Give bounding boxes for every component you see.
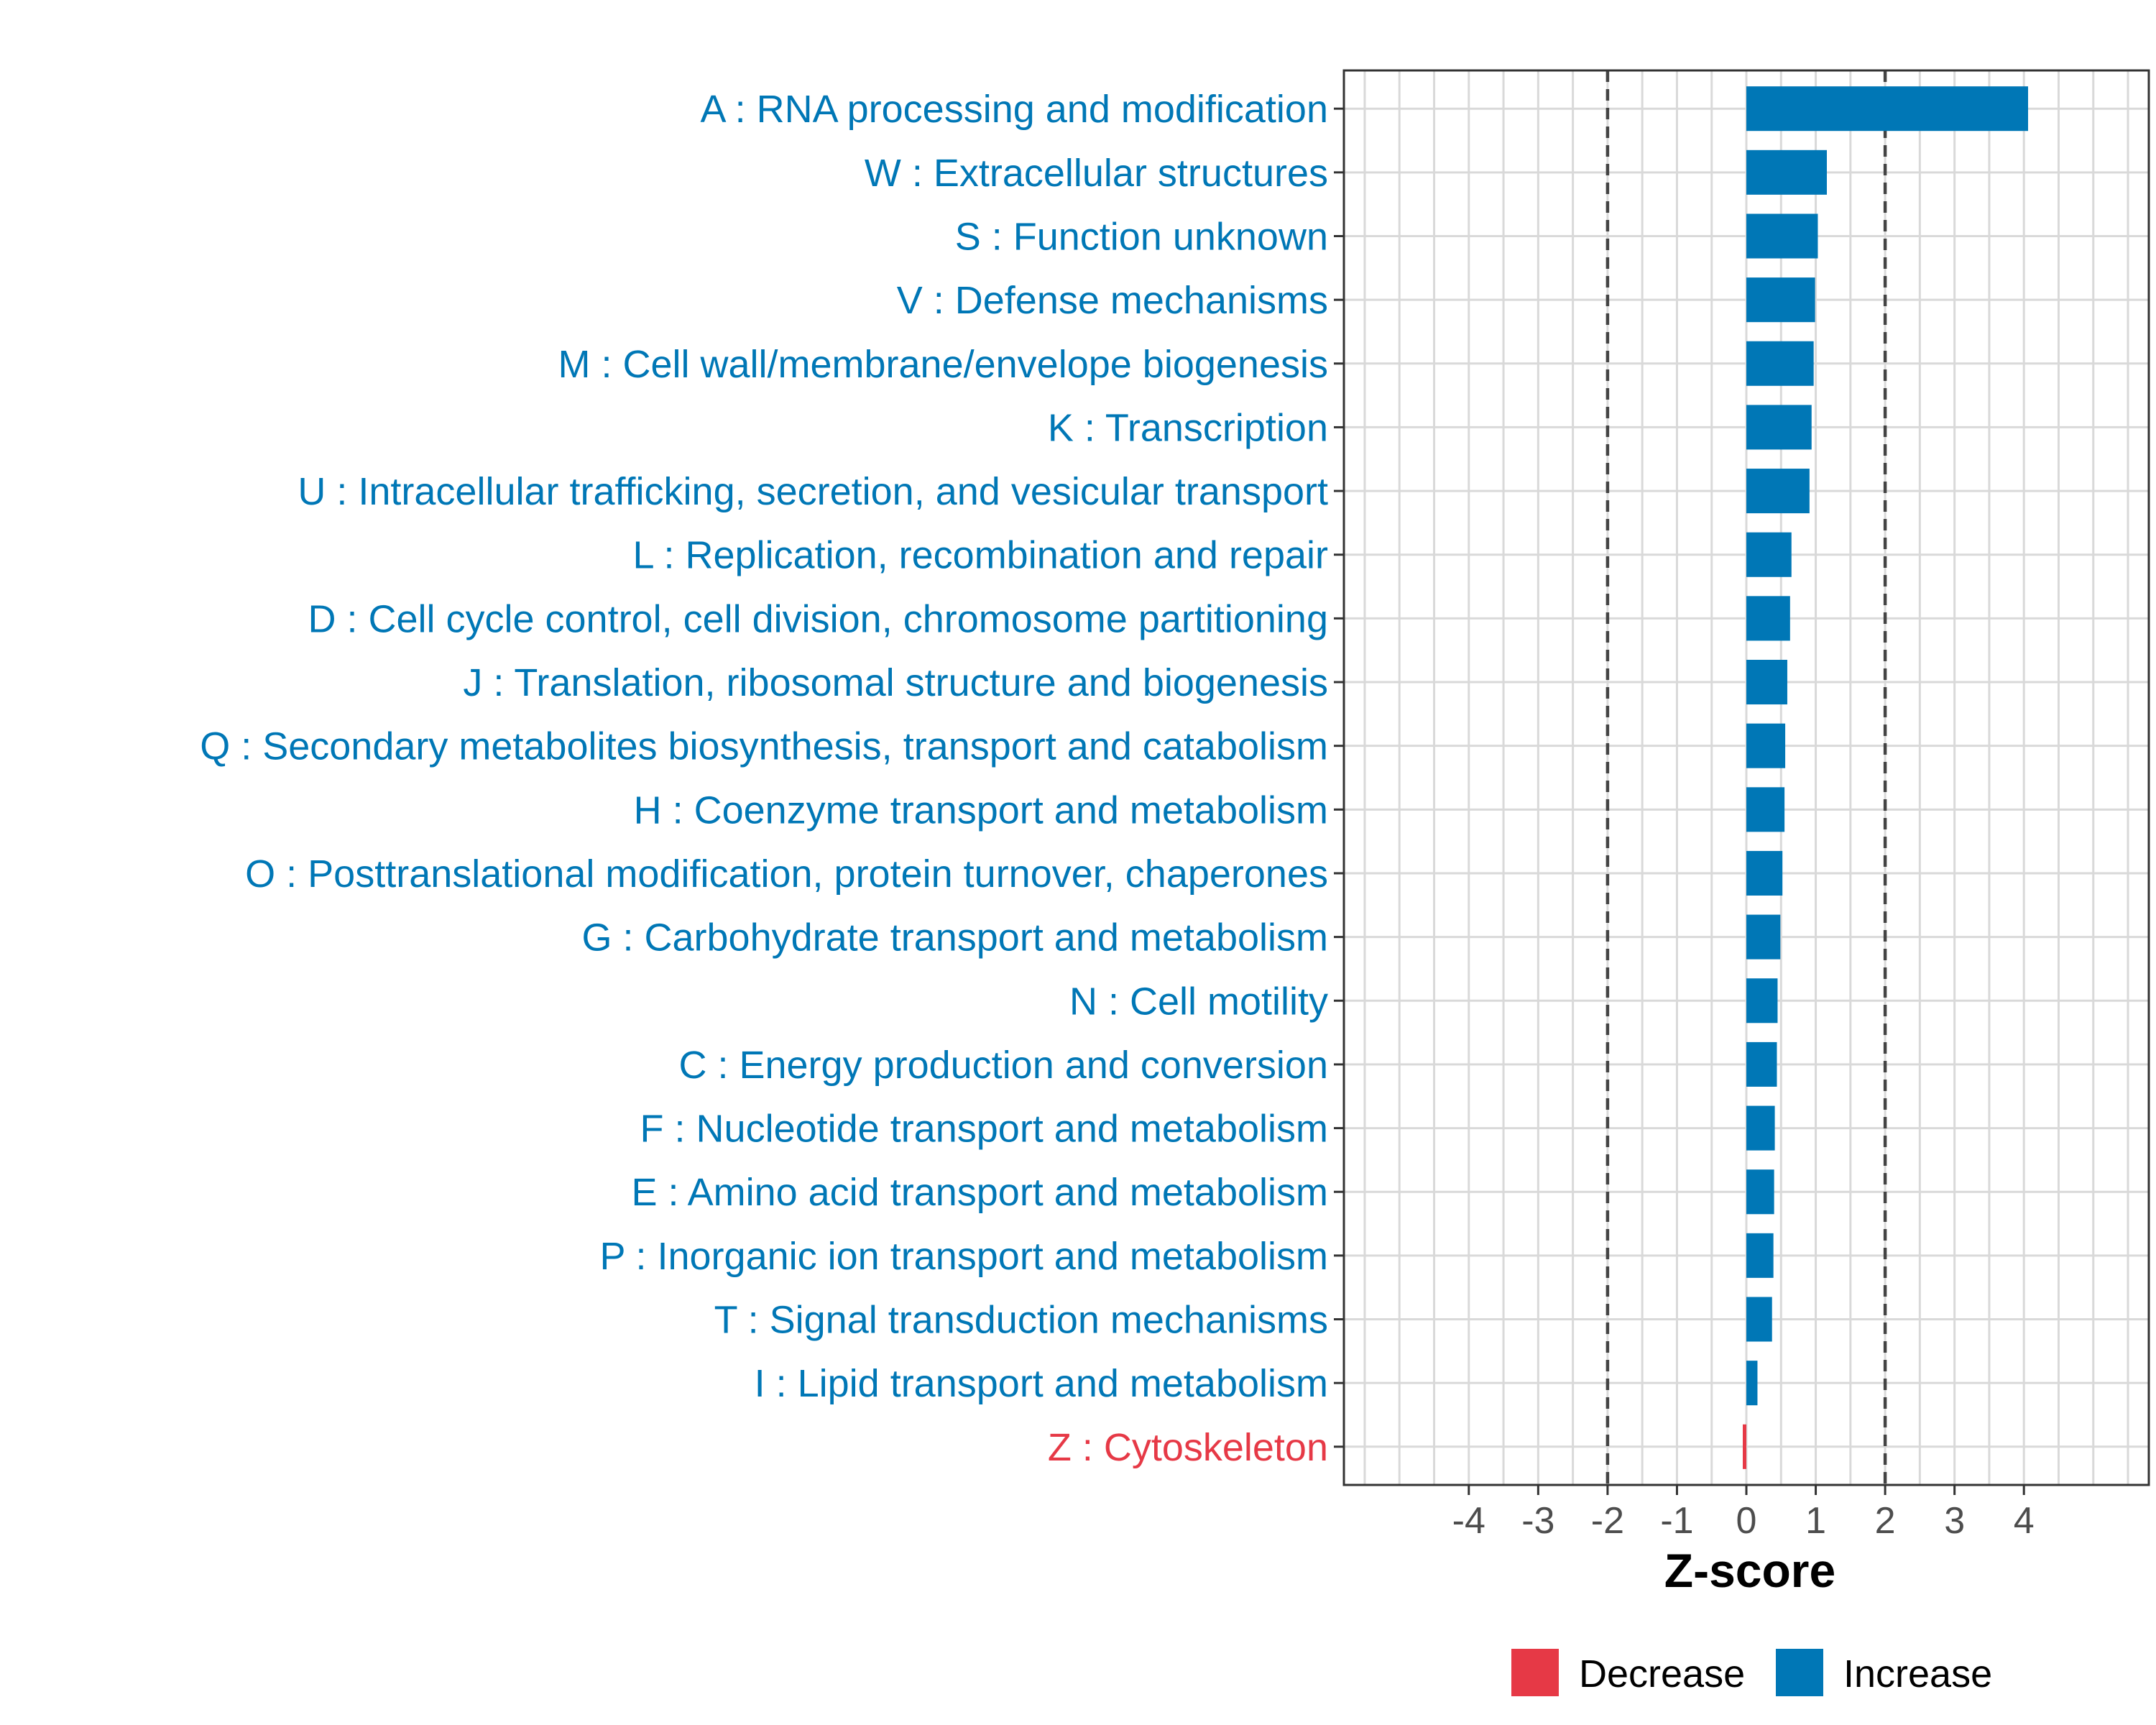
bar bbox=[1746, 277, 1815, 323]
category-label: C : Energy production and conversion bbox=[678, 1044, 1328, 1087]
bar bbox=[1746, 213, 1818, 259]
category-label: A : RNA processing and modification bbox=[701, 88, 1328, 131]
x-ticks bbox=[1468, 1485, 2025, 1495]
category-label: T : Signal transduction mechanisms bbox=[714, 1299, 1328, 1342]
category-label: H : Coenzyme transport and metabolism bbox=[634, 788, 1328, 832]
legend-swatch-increase bbox=[1776, 1649, 1823, 1696]
category-label: P : Inorganic ion transport and metaboli… bbox=[599, 1235, 1328, 1278]
x-tick-label: 4 bbox=[2014, 1500, 2035, 1542]
x-tick-labels: -4 -3 -2 -1 0 1 2 3 4 bbox=[1452, 1500, 2035, 1542]
x-tick-label: 2 bbox=[1875, 1500, 1896, 1542]
category-label: V : Defense mechanisms bbox=[897, 279, 1328, 322]
category-label: O : Posttranslational modification, prot… bbox=[245, 852, 1328, 896]
bars bbox=[1743, 86, 2028, 1469]
category-label: I : Lipid transport and metabolism bbox=[755, 1362, 1328, 1405]
x-tick-label: 1 bbox=[1805, 1500, 1826, 1542]
category-label: S : Function unknown bbox=[955, 215, 1328, 258]
category-label: Q : Secondary metabolites biosynthesis, … bbox=[200, 725, 1328, 768]
category-label: G : Carbohydrate transport and metabolis… bbox=[582, 916, 1329, 960]
category-label: U : Intracellular trafficking, secretion… bbox=[298, 470, 1328, 513]
category-label: J : Translation, ribosomal structure and… bbox=[463, 661, 1328, 704]
bar bbox=[1746, 914, 1781, 960]
category-label: M : Cell wall/membrane/envelope biogenes… bbox=[558, 343, 1328, 386]
grid-lines bbox=[1344, 70, 2149, 1485]
x-tick-label: -3 bbox=[1521, 1500, 1554, 1542]
bar bbox=[1746, 469, 1810, 514]
bar bbox=[1743, 1424, 1746, 1469]
category-labels: A : RNA processing and modification W : E… bbox=[200, 88, 1328, 1469]
bar bbox=[1746, 86, 2028, 132]
bar bbox=[1746, 850, 1783, 896]
bar bbox=[1746, 1041, 1777, 1087]
bar bbox=[1746, 787, 1785, 832]
bar bbox=[1746, 150, 1827, 195]
bar bbox=[1746, 1105, 1775, 1151]
bar bbox=[1746, 532, 1792, 577]
category-label: L : Replication, recombination and repai… bbox=[632, 534, 1328, 577]
threshold-lines bbox=[1606, 70, 1887, 1485]
category-label: D : Cell cycle control, cell division, c… bbox=[308, 597, 1328, 640]
bar bbox=[1746, 660, 1787, 705]
x-axis-title: Z-score bbox=[1664, 1544, 1835, 1597]
category-label: K : Transcription bbox=[1048, 406, 1328, 449]
y-ticks bbox=[1334, 107, 1344, 1448]
x-tick-label: 3 bbox=[1944, 1500, 1965, 1542]
bar bbox=[1746, 405, 1812, 450]
x-tick-label: -1 bbox=[1660, 1500, 1693, 1542]
x-tick-label: -2 bbox=[1591, 1500, 1624, 1542]
bar bbox=[1746, 596, 1790, 641]
legend: Decrease Increase bbox=[1511, 1649, 1992, 1696]
category-label: F : Nucleotide transport and metabolism bbox=[640, 1108, 1328, 1151]
x-tick-label: -4 bbox=[1452, 1500, 1485, 1542]
legend-label-decrease: Decrease bbox=[1579, 1652, 1745, 1696]
category-label: W : Extracellular structures bbox=[865, 152, 1328, 195]
bar bbox=[1746, 1169, 1774, 1215]
bar bbox=[1746, 1233, 1774, 1278]
bar bbox=[1746, 978, 1778, 1024]
bar bbox=[1746, 341, 1814, 386]
legend-label-increase: Increase bbox=[1843, 1652, 1992, 1696]
bar bbox=[1746, 1361, 1758, 1406]
legend-swatch-decrease bbox=[1511, 1649, 1559, 1696]
category-label: N : Cell motility bbox=[1069, 980, 1328, 1023]
category-label: E : Amino acid transport and metabolism bbox=[632, 1171, 1328, 1214]
category-label: Z : Cytoskeleton bbox=[1048, 1426, 1328, 1469]
bar bbox=[1746, 1297, 1772, 1342]
bar bbox=[1746, 723, 1786, 768]
x-tick-label: 0 bbox=[1736, 1500, 1757, 1542]
